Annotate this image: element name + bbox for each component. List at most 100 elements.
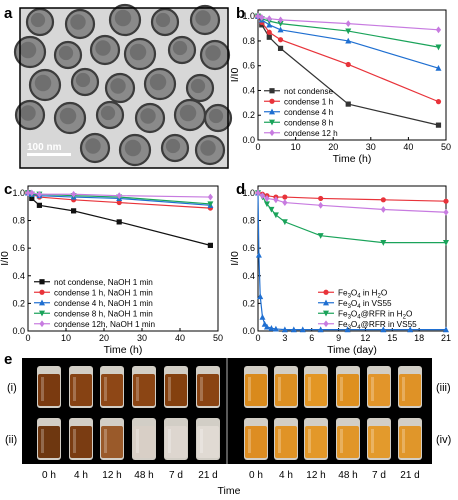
- data-point: [443, 198, 449, 204]
- legend-marker: [39, 310, 45, 317]
- data-point: [318, 201, 324, 209]
- data-point: [266, 15, 272, 23]
- nanoparticle-core: [20, 105, 36, 121]
- series-condense-12-h: [255, 12, 442, 34]
- data-point: [25, 189, 31, 197]
- x-tick-label: 50: [441, 142, 451, 152]
- data-point: [277, 16, 284, 24]
- vial-liquid: [197, 426, 219, 458]
- x-tick-label: 9: [336, 333, 341, 343]
- vial-liquid: [101, 374, 123, 406]
- x-tick-label: 10: [291, 142, 301, 152]
- legend-entry: Fe3O4 in VS55: [338, 299, 392, 310]
- data-point: [257, 293, 264, 300]
- data-point: [345, 28, 352, 35]
- legend-marker: [323, 320, 329, 328]
- vial-liquid: [70, 426, 92, 458]
- data-point: [264, 195, 270, 202]
- data-point: [116, 219, 122, 225]
- vial-liquid: [101, 426, 123, 458]
- x-axis-label: Time (h): [333, 153, 372, 165]
- nanoparticle-core: [179, 104, 197, 122]
- data-point: [282, 199, 288, 206]
- vial-highlight: [41, 429, 44, 453]
- photo-divider: [226, 358, 228, 464]
- panel-letter-e: e: [4, 351, 12, 368]
- vial-highlight: [278, 377, 281, 401]
- time-label: 0 h: [249, 470, 263, 481]
- legend-entry: condense 1 h: [284, 97, 334, 106]
- x-tick-label: 50: [213, 333, 223, 343]
- y-tick-label: 0.4: [12, 271, 25, 281]
- legend-marker: [323, 289, 329, 295]
- x-tick-label: 10: [61, 333, 71, 343]
- y-axis-label: I/I0: [229, 68, 241, 83]
- vial-highlight: [308, 429, 311, 453]
- data-point: [380, 197, 386, 203]
- x-tick-label: 20: [99, 333, 109, 343]
- legend-marker: [39, 299, 45, 306]
- data-point: [344, 326, 351, 333]
- legend-marker: [39, 279, 45, 285]
- panel-letter-c: c: [4, 181, 12, 198]
- vial-liquid: [399, 426, 421, 458]
- data-point: [273, 196, 279, 204]
- panel-c: c 0 10 20 30 40 50 0.0 0.2 0.4 0.6 0.8 1.0 Time (h) I…: [0, 181, 223, 356]
- data-point: [443, 208, 449, 216]
- y-tick-label: 1.0: [242, 188, 255, 198]
- nanoparticle-core: [34, 74, 52, 92]
- data-point: [317, 233, 324, 239]
- data-point: [435, 44, 442, 51]
- y-axis-label: I/I0: [229, 251, 241, 266]
- data-point: [380, 240, 387, 246]
- data-point: [207, 242, 213, 248]
- time-label: 12 h: [102, 470, 121, 481]
- panel-e-x-label: Time: [218, 485, 241, 497]
- nanoparticles: [13, 3, 233, 167]
- panel-letter-b: b: [236, 5, 245, 22]
- plot-frame: [257, 9, 447, 141]
- series-fe3o4-in-vs55: [255, 189, 449, 333]
- nanoparticle-core: [19, 41, 37, 59]
- legend-marker: [269, 108, 275, 115]
- legend-marker: [269, 88, 275, 94]
- legend-marker: [39, 289, 45, 295]
- vial-highlight: [73, 377, 76, 401]
- vial-liquid: [133, 426, 155, 458]
- nanoparticle-core: [95, 40, 111, 56]
- data-point: [263, 323, 270, 330]
- nanoparticle-core: [58, 45, 74, 61]
- nanoparticle-core: [129, 43, 147, 61]
- data-point: [29, 195, 35, 202]
- vial-liquid: [245, 426, 267, 458]
- vial-highlight: [200, 377, 203, 401]
- legend-entry: Fe3O4@RFR in H2O: [338, 309, 412, 320]
- nanoparticle-core: [85, 138, 101, 154]
- data-point: [380, 206, 386, 213]
- data-point: [435, 99, 442, 105]
- data-point: [443, 240, 449, 246]
- data-point: [207, 201, 214, 208]
- legend-marker: [269, 129, 275, 137]
- vial-highlight: [136, 429, 139, 453]
- y-axis-label: I/I0: [0, 251, 11, 266]
- vial-highlight: [104, 429, 107, 453]
- scale-bar: [27, 153, 71, 156]
- data-point: [71, 208, 77, 214]
- time-label: 7 d: [169, 470, 183, 481]
- vial-highlight: [308, 377, 311, 401]
- data-point: [345, 61, 351, 68]
- x-tick-label: 12: [360, 333, 370, 343]
- data-point: [435, 64, 442, 71]
- x-tick-label: 30: [366, 142, 376, 152]
- data-point: [71, 190, 77, 198]
- legend-marker: [269, 98, 275, 104]
- y-tick-label: 0.4: [242, 271, 255, 281]
- y-tick-label: 0.8: [242, 216, 255, 226]
- vial-liquid: [70, 374, 92, 406]
- vial-liquid: [368, 426, 390, 458]
- data-point: [268, 206, 275, 213]
- data-point: [318, 195, 324, 202]
